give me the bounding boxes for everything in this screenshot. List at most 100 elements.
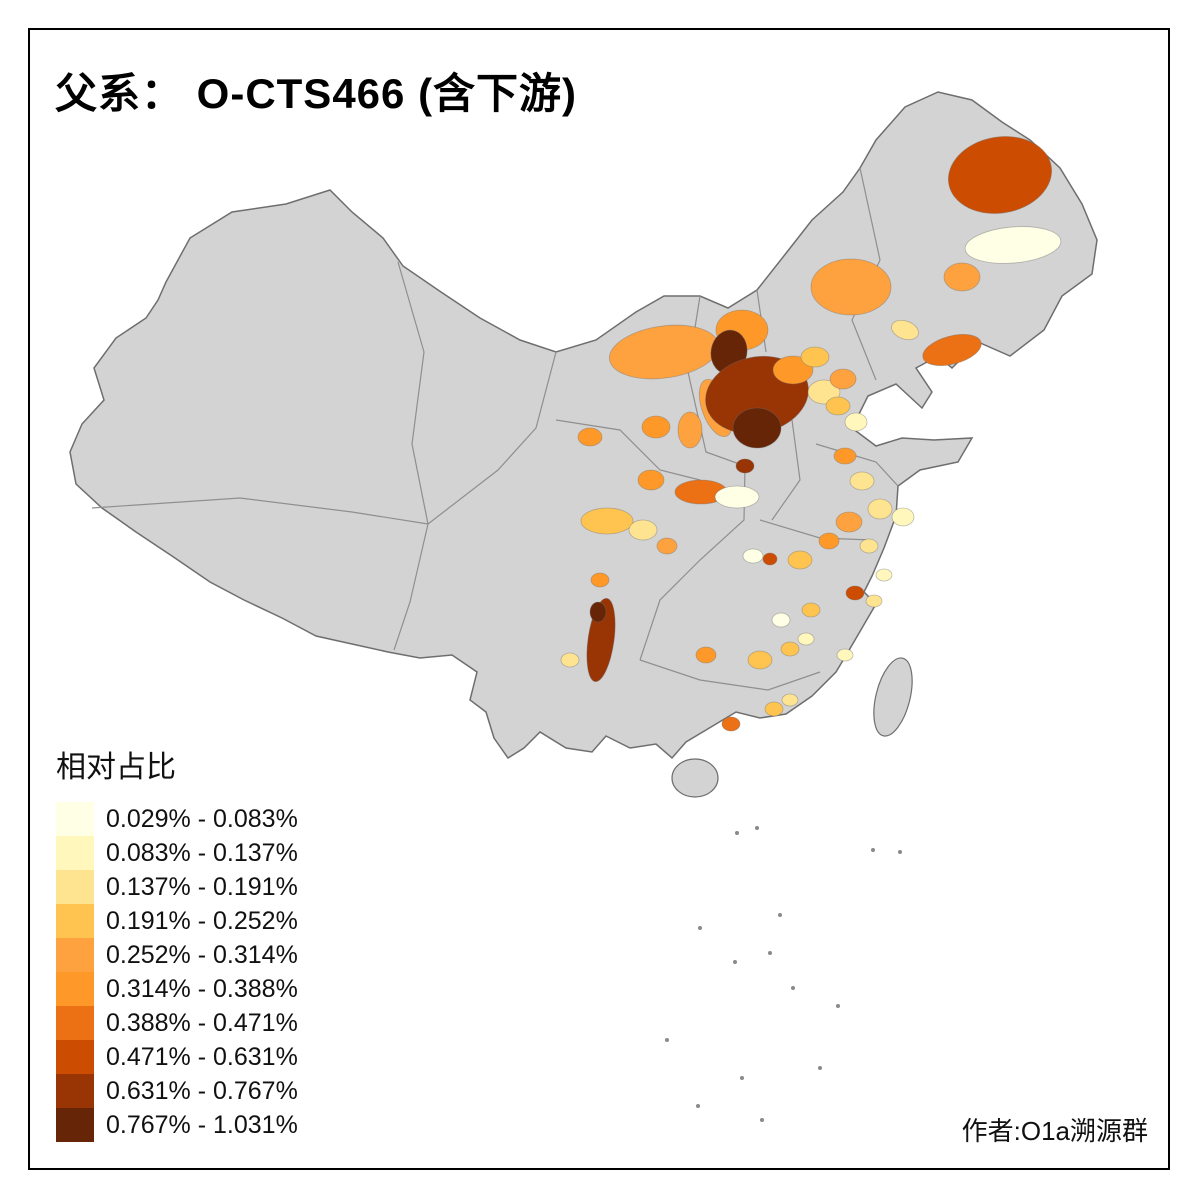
- legend-label: 0.191% - 0.252%: [106, 906, 298, 935]
- legend-swatch: [56, 938, 94, 972]
- legend-swatch: [56, 904, 94, 938]
- map-region: [943, 262, 981, 292]
- map-title: 父系： O-CTS466 (含下游): [55, 70, 578, 117]
- map-region: [797, 632, 815, 646]
- legend-swatch: [56, 1006, 94, 1040]
- legend-item: 0.314% - 0.388%: [56, 972, 298, 1006]
- legend-label: 0.631% - 0.767%: [106, 1076, 298, 1105]
- map-region: [589, 601, 607, 623]
- map-region: [865, 594, 883, 608]
- islet-mark: [791, 986, 795, 990]
- islet-mark: [735, 831, 739, 835]
- map-region: [695, 646, 717, 664]
- map-region: [747, 650, 773, 670]
- legend-title: 相对占比: [56, 751, 176, 784]
- legend-item: 0.767% - 1.031%: [56, 1108, 298, 1142]
- islet-mark: [760, 1118, 764, 1122]
- map-region: [849, 471, 875, 491]
- map-region: [781, 693, 799, 707]
- islet-mark: [778, 913, 782, 917]
- map-region: [922, 334, 982, 366]
- map-region: [771, 612, 791, 628]
- legend: 相对占比 0.029% - 0.083% 0.083% - 0.137% 0.137…: [56, 742, 298, 1142]
- map-region: [656, 537, 678, 555]
- islet-mark: [733, 960, 737, 964]
- map-region: [833, 447, 857, 465]
- legend-label: 0.314% - 0.388%: [106, 974, 298, 1003]
- map-region: [714, 485, 760, 509]
- map-region: [560, 652, 580, 668]
- map-region: [891, 507, 915, 527]
- islet-mark: [898, 850, 902, 854]
- legend-label: 0.471% - 0.631%: [106, 1042, 298, 1071]
- legend-swatch: [56, 802, 94, 836]
- legend-label: 0.137% - 0.191%: [106, 872, 298, 901]
- map-region: [810, 258, 892, 316]
- islet-mark: [755, 826, 759, 830]
- data-regions-layer: [560, 136, 1062, 732]
- map-region: [580, 507, 634, 535]
- map-region: [762, 552, 778, 566]
- map-region: [801, 602, 821, 618]
- taiwan-island: [873, 657, 913, 737]
- map-region: [732, 407, 782, 449]
- map-region: [829, 368, 857, 390]
- legend-item: 0.631% - 0.767%: [56, 1074, 298, 1108]
- map-region: [721, 716, 741, 732]
- legend-swatch: [56, 972, 94, 1006]
- map-region: [825, 396, 851, 416]
- map-region: [807, 379, 841, 405]
- legend-item: 0.388% - 0.471%: [56, 1006, 298, 1040]
- map-region: [859, 538, 879, 554]
- china-mainland-outline: [69, 91, 1098, 760]
- map-region: [964, 226, 1062, 264]
- map-region: [780, 641, 800, 657]
- legend-swatch: [56, 1040, 94, 1074]
- map-region: [772, 355, 814, 385]
- map-region: [818, 532, 840, 550]
- legend-label: 0.767% - 1.031%: [106, 1110, 298, 1139]
- map-region: [641, 415, 671, 439]
- legend-swatch: [56, 836, 94, 870]
- map-region: [677, 411, 703, 449]
- legend-rows: 0.029% - 0.083% 0.083% - 0.137% 0.137% - 0…: [56, 802, 298, 1142]
- islet-mark: [698, 926, 702, 930]
- map-region: [875, 568, 893, 582]
- legend-swatch: [56, 870, 94, 904]
- islet-mark: [836, 1004, 840, 1008]
- map-region: [835, 511, 863, 533]
- map-region: [800, 346, 830, 368]
- legend-item: 0.252% - 0.314%: [56, 938, 298, 972]
- map-region: [891, 319, 919, 341]
- map-region: [836, 648, 854, 662]
- legend-item: 0.029% - 0.083%: [56, 802, 298, 836]
- south-china-sea-islets-layer: [665, 826, 902, 1122]
- legend-label: 0.252% - 0.314%: [106, 940, 298, 969]
- map-region: [742, 548, 764, 564]
- map-region: [947, 136, 1053, 214]
- legend-item: 0.191% - 0.252%: [56, 904, 298, 938]
- islet-mark: [696, 1104, 700, 1108]
- islet-mark: [768, 951, 772, 955]
- legend-label: 0.388% - 0.471%: [106, 1008, 298, 1037]
- legend-label: 0.029% - 0.083%: [106, 804, 298, 833]
- hainan-island: [671, 758, 719, 798]
- legend-item: 0.471% - 0.631%: [56, 1040, 298, 1074]
- islet-mark: [818, 1066, 822, 1070]
- legend-swatch: [56, 1108, 94, 1142]
- map-region: [764, 701, 784, 717]
- islet-mark: [871, 848, 875, 852]
- legend-item: 0.137% - 0.191%: [56, 870, 298, 904]
- legend-label: 0.083% - 0.137%: [106, 838, 298, 867]
- islet-mark: [665, 1038, 669, 1042]
- map-region: [845, 585, 865, 601]
- islet-mark: [740, 1076, 744, 1080]
- map-region: [844, 412, 868, 432]
- map-region: [590, 572, 610, 588]
- legend-swatch: [56, 1074, 94, 1108]
- map-region: [787, 550, 813, 570]
- map-region: [867, 498, 893, 520]
- map-region: [637, 469, 665, 491]
